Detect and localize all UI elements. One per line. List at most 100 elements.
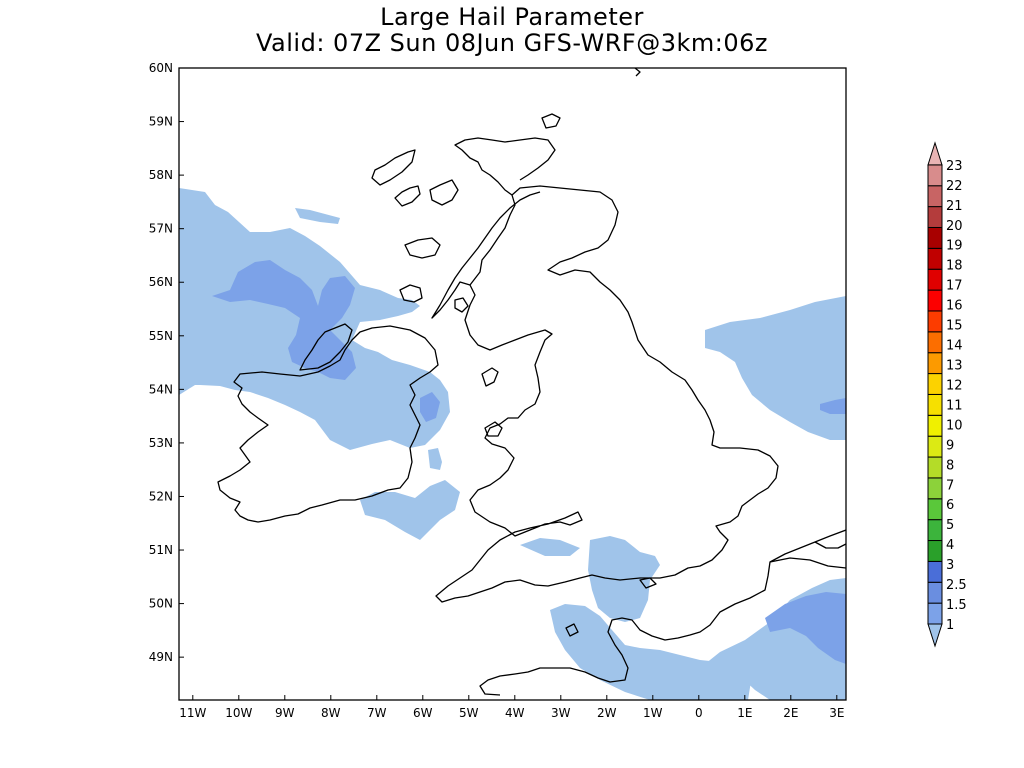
lat-tick-label: 56N bbox=[149, 275, 173, 289]
legend-label: 2.5 bbox=[946, 578, 967, 593]
lon-tick-label: 5W bbox=[459, 706, 479, 720]
legend-swatch bbox=[927, 414, 943, 437]
coast-france bbox=[479, 529, 846, 696]
legend-swatch bbox=[927, 164, 943, 187]
lat-tick-label: 54N bbox=[149, 382, 173, 396]
legend-label: 20 bbox=[946, 219, 963, 234]
legend-swatch bbox=[927, 373, 943, 395]
coast-anglesey bbox=[484, 421, 503, 437]
lat-tick-label: 53N bbox=[149, 436, 173, 450]
legend-swatch bbox=[927, 581, 943, 604]
lon-tick-label: 3W bbox=[551, 706, 571, 720]
legend-label: 22 bbox=[946, 179, 963, 194]
legend-label: 15 bbox=[946, 319, 963, 334]
coast-skye bbox=[429, 179, 459, 206]
lat-tick-label: 51N bbox=[149, 543, 173, 557]
legend-label: 17 bbox=[946, 279, 963, 294]
coast-channel-islands bbox=[565, 623, 579, 637]
lat-tick-label: 55N bbox=[149, 329, 173, 343]
lon-tick-label: 6W bbox=[413, 706, 433, 720]
coast-ireland-donegal bbox=[299, 323, 353, 371]
coast-isle-of-wight bbox=[639, 577, 657, 589]
legend-swatch bbox=[927, 206, 943, 228]
hail-field bbox=[179, 188, 846, 700]
legend-label: 21 bbox=[946, 199, 963, 214]
border-belgium-netherlands bbox=[814, 541, 846, 549]
coast-islay bbox=[399, 284, 423, 303]
lat-tick-label: 58N bbox=[149, 168, 173, 182]
map-frame bbox=[178, 67, 847, 701]
lon-tick-label: 0 bbox=[695, 706, 703, 720]
coast-orkney bbox=[541, 113, 561, 129]
legend-swatch bbox=[927, 289, 943, 312]
legend-swatch bbox=[927, 456, 943, 479]
field-area-ireland-west bbox=[179, 348, 260, 395]
chart-title: Large Hail Parameter bbox=[380, 3, 644, 31]
lon-tick-label: 2W bbox=[597, 706, 617, 720]
border-france-belgium bbox=[769, 557, 846, 569]
legend-swatch bbox=[927, 498, 943, 521]
legend-swatch bbox=[927, 352, 943, 375]
lat-tick-label: 60N bbox=[149, 61, 173, 75]
legend-swatch bbox=[927, 560, 943, 583]
coast-shetland bbox=[634, 68, 641, 77]
coast-scotland-north bbox=[454, 137, 556, 196]
legend-swatch bbox=[927, 185, 943, 208]
field-area-strip bbox=[295, 208, 340, 224]
legend-label: 13 bbox=[946, 358, 963, 373]
lat-tick-label: 50N bbox=[149, 597, 173, 611]
lon-tick-label: 1E bbox=[737, 706, 752, 720]
legend-label: 5 bbox=[946, 518, 954, 533]
legend-label: 19 bbox=[946, 239, 963, 254]
legend-label: 1 bbox=[946, 618, 954, 633]
legend-label: 7 bbox=[946, 478, 954, 493]
coast-mull bbox=[404, 237, 441, 259]
chart-subtitle: Valid: 07Z Sun 08Jun GFS-WRF@3km:06z bbox=[256, 29, 768, 57]
legend-label: 11 bbox=[946, 398, 963, 413]
legend-label: 8 bbox=[946, 458, 954, 473]
legend-min-arrow bbox=[927, 623, 943, 648]
legend-swatch bbox=[927, 268, 943, 291]
coast-britain bbox=[435, 185, 779, 603]
lon-tick-label: 10W bbox=[225, 706, 252, 720]
field-area-north-sea bbox=[705, 296, 846, 440]
field-area-irish-sea-south bbox=[360, 480, 460, 540]
legend-label: 3 bbox=[946, 558, 954, 573]
legend-swatch bbox=[927, 226, 943, 249]
legend-label: 12 bbox=[946, 378, 963, 393]
field-area-brittany-normandy bbox=[550, 604, 752, 700]
field-core-ireland-east bbox=[420, 392, 440, 422]
lon-tick-label: 9W bbox=[275, 706, 295, 720]
lat-tick-label: 52N bbox=[149, 489, 173, 503]
field-area-ireland-east bbox=[428, 448, 442, 470]
coastlines bbox=[217, 68, 846, 696]
legend-swatch bbox=[927, 435, 943, 458]
legend-swatch bbox=[927, 247, 943, 270]
legend-swatch bbox=[927, 393, 943, 416]
coast-hebrides bbox=[371, 149, 416, 186]
coast-islands-inner bbox=[394, 185, 421, 207]
coast-arran bbox=[454, 297, 469, 313]
coast-isle-of-man bbox=[481, 367, 499, 387]
lon-tick-label: 3E bbox=[829, 706, 844, 720]
field-core-france bbox=[765, 592, 846, 664]
lon-tick-label: 7W bbox=[367, 706, 387, 720]
legend-label: 16 bbox=[946, 299, 963, 314]
legend-label: 9 bbox=[946, 438, 954, 453]
legend-swatch bbox=[927, 540, 943, 562]
legend-label: 18 bbox=[946, 259, 963, 274]
longitude-axis: 11W 10W 9W 8W 7W 6W 5W 4W 3W 2W 1W 0 1E 2E 3E bbox=[179, 695, 844, 720]
legend-label: 6 bbox=[946, 498, 954, 513]
lon-tick-label: 11W bbox=[179, 706, 206, 720]
legend-label: 14 bbox=[946, 339, 963, 354]
lon-tick-label: 1W bbox=[643, 706, 663, 720]
legend-swatch bbox=[927, 602, 943, 625]
lon-tick-label: 8W bbox=[321, 706, 341, 720]
lat-tick-label: 59N bbox=[149, 115, 173, 129]
lon-tick-label: 4W bbox=[505, 706, 525, 720]
legend-label: 23 bbox=[946, 159, 963, 174]
field-core-ireland-north bbox=[212, 260, 356, 380]
coast-ireland bbox=[217, 325, 439, 523]
latitude-axis: 49N 50N 51N 52N 53N 54N 55N 56N 57N 58N 59N 60N bbox=[149, 61, 184, 664]
